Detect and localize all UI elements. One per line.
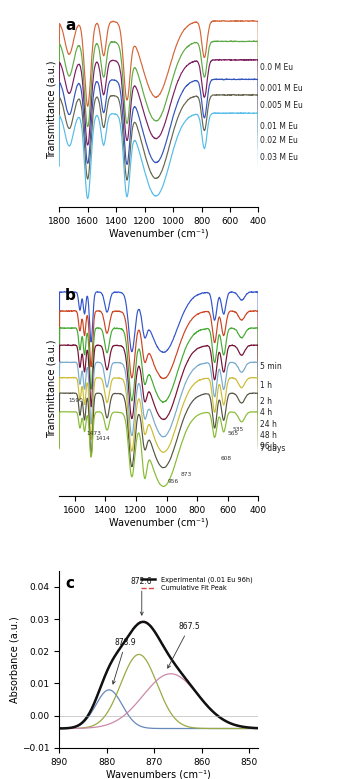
Text: 1 h: 1 h: [261, 381, 272, 390]
X-axis label: Wavenumber (cm⁻¹): Wavenumber (cm⁻¹): [109, 229, 209, 239]
Text: 24 h: 24 h: [261, 420, 278, 429]
Text: 873: 873: [180, 471, 192, 477]
Text: 0.02 M Eu: 0.02 M Eu: [261, 136, 298, 145]
Text: 0.0 M Eu: 0.0 M Eu: [261, 63, 294, 72]
X-axis label: Wavenumbers (cm⁻¹): Wavenumbers (cm⁻¹): [107, 770, 211, 779]
Text: b: b: [65, 288, 76, 303]
Text: 867.5: 867.5: [168, 622, 201, 668]
X-axis label: Wavenumber (cm⁻¹): Wavenumber (cm⁻¹): [109, 518, 209, 528]
Text: 872.6: 872.6: [131, 576, 153, 615]
Text: 7 days: 7 days: [261, 444, 286, 453]
Legend: Experimental (0.01 Eu 96h), Cumulative Fit Peak: Experimental (0.01 Eu 96h), Cumulative F…: [138, 574, 255, 594]
Text: 4 h: 4 h: [261, 408, 272, 418]
Text: 878.9: 878.9: [112, 638, 136, 684]
Text: 535: 535: [232, 427, 243, 432]
Text: a: a: [65, 18, 76, 33]
Text: 1414: 1414: [96, 436, 111, 442]
Y-axis label: Absorbance (a.u.): Absorbance (a.u.): [9, 616, 19, 703]
Text: 608: 608: [221, 456, 232, 461]
Text: 96 h: 96 h: [261, 442, 278, 451]
Text: 0.03 M Eu: 0.03 M Eu: [261, 153, 298, 162]
Text: 5 min: 5 min: [261, 362, 282, 371]
Text: 0.01 M Eu: 0.01 M Eu: [261, 122, 298, 131]
Text: c: c: [65, 576, 74, 591]
Text: 0.005 M Eu: 0.005 M Eu: [261, 101, 303, 110]
Text: 2 h: 2 h: [261, 397, 272, 407]
Y-axis label: Transmittance (a.u.): Transmittance (a.u.): [46, 340, 56, 439]
Y-axis label: Transmittance (a.u.): Transmittance (a.u.): [46, 60, 56, 159]
Text: 48 h: 48 h: [261, 431, 278, 440]
Text: 1473: 1473: [87, 431, 102, 436]
Text: 565: 565: [228, 431, 239, 435]
Text: 1590: 1590: [69, 398, 84, 403]
Text: 956: 956: [168, 479, 179, 484]
Text: 0.001 M Eu: 0.001 M Eu: [261, 84, 303, 93]
